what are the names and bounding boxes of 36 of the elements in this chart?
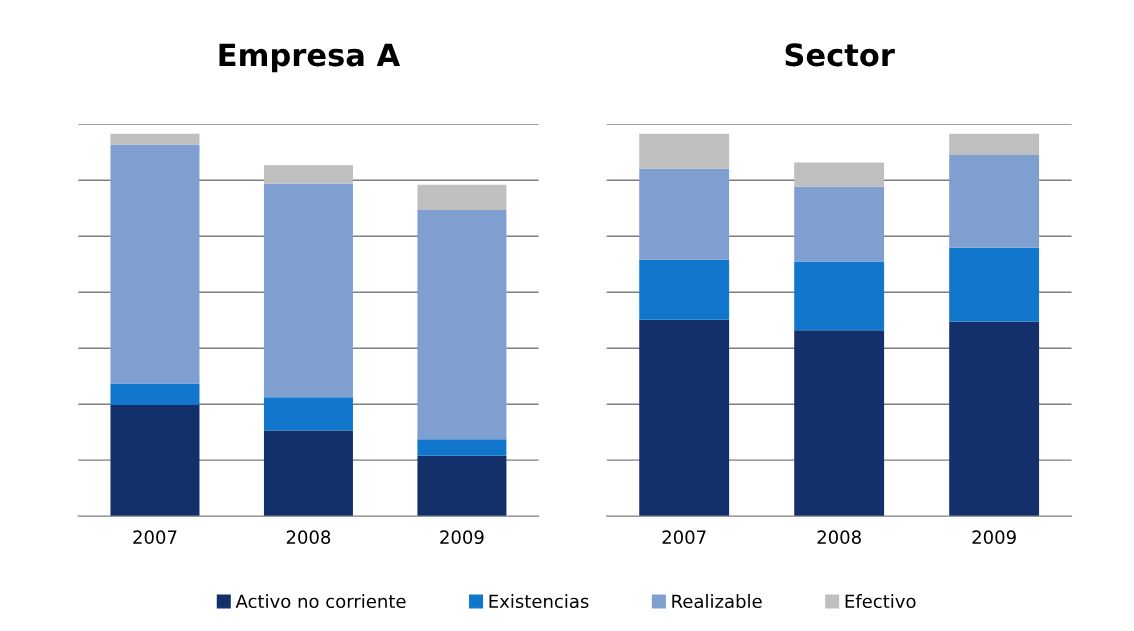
legend-label: Activo no corriente — [235, 594, 406, 609]
legend-label: Efectivo — [845, 594, 916, 609]
bar — [263, 397, 353, 431]
chart-title: Sector — [785, 43, 895, 67]
x-tick-label: 2007 — [662, 530, 706, 545]
bar — [110, 404, 200, 517]
bar — [417, 209, 507, 440]
bar — [110, 133, 200, 145]
bar — [110, 144, 200, 384]
bar — [639, 259, 730, 320]
chart-title: Empresa A — [219, 43, 401, 73]
bar — [794, 330, 885, 517]
bar — [949, 133, 1040, 155]
x-tick-label: 2009 — [440, 530, 484, 545]
bar — [639, 319, 730, 517]
x-tick-label: 2007 — [133, 530, 177, 545]
x-tick-label: 2008 — [817, 530, 861, 545]
bar — [639, 168, 730, 260]
bar — [794, 186, 885, 262]
bar — [794, 162, 885, 187]
bar — [639, 133, 730, 169]
bar — [949, 154, 1040, 248]
bar — [110, 383, 200, 405]
bar — [263, 183, 353, 398]
bar — [794, 261, 885, 331]
bar — [417, 184, 507, 210]
bar — [263, 165, 353, 184]
x-tick-label: 2009 — [972, 530, 1016, 545]
x-tick-label: 2008 — [286, 530, 331, 545]
bar — [417, 439, 507, 456]
legend-label: Realizable — [672, 594, 762, 609]
bar — [263, 430, 353, 517]
bar — [949, 321, 1040, 517]
bar — [417, 455, 507, 517]
bar — [949, 247, 1040, 322]
legend-label: Existencias — [489, 594, 589, 609]
